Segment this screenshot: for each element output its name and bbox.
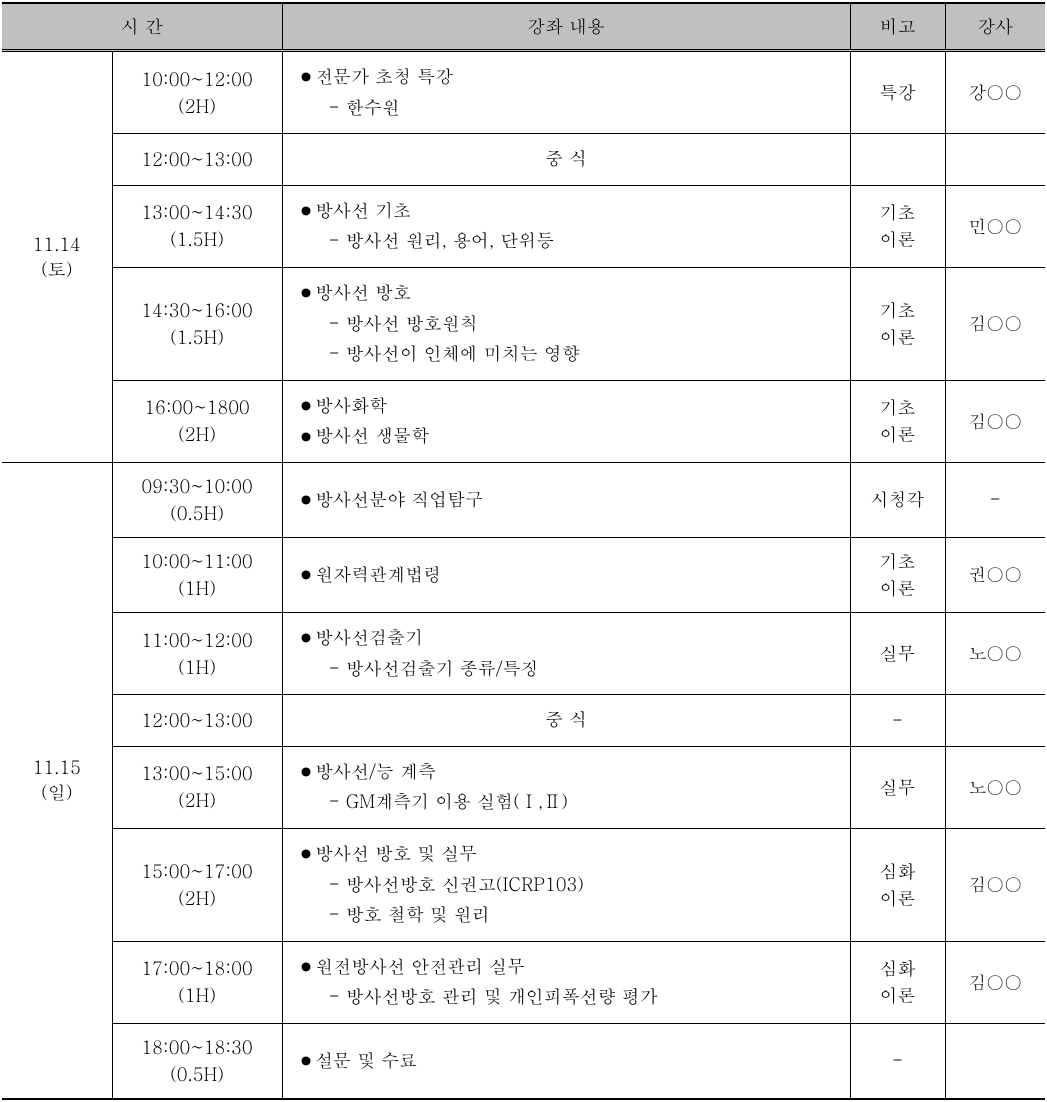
- time-cell: 10:00~11:00(1H): [112, 537, 282, 612]
- content-cell: 원전방사선 안전관리 실무방사선방호 관리 및 개인피폭선량 평가: [282, 941, 850, 1023]
- time-cell: 16:00~1800(2H): [112, 380, 282, 462]
- instructor-cell: 김○○: [945, 380, 1045, 462]
- note-cell: 실무: [850, 746, 945, 828]
- note-cell: 심화이론: [850, 941, 945, 1023]
- note-cell: 실무: [850, 612, 945, 694]
- table-row: 11:00~12:00(1H)방사선검출기방사선검출기 종류/특징실무노○○: [2, 612, 1045, 694]
- content-cell: 설문 및 수료: [282, 1023, 850, 1099]
- instructor-cell: 민○○: [945, 185, 1045, 267]
- header-row: 시 간 강좌 내용 비고 강사: [2, 3, 1045, 51]
- content-cell: 방사선검출기방사선검출기 종류/특징: [282, 612, 850, 694]
- instructor-cell: 김○○: [945, 828, 1045, 941]
- time-cell: 18:00~18:30(0.5H): [112, 1023, 282, 1099]
- instructor-cell: [945, 695, 1045, 747]
- instructor-cell: -: [945, 462, 1045, 537]
- note-cell: -: [850, 695, 945, 747]
- note-cell: [850, 134, 945, 186]
- date-cell: 11.15(일): [2, 462, 112, 1098]
- time-cell: 15:00~17:00(2H): [112, 828, 282, 941]
- table-row: 11.15(일)09:30~10:00(0.5H)방사선분야 직업탐구시청각-: [2, 462, 1045, 537]
- header-content: 강좌 내용: [282, 3, 850, 51]
- table-row: 15:00~17:00(2H)방사선 방호 및 실무방사선방호 신권고(ICRP…: [2, 828, 1045, 941]
- time-cell: 12:00~13:00: [112, 134, 282, 186]
- instructor-cell: [945, 134, 1045, 186]
- table-row: 13:00~15:00(2H)방사선/능 계측GM계측기 이용 실험(Ⅰ,Ⅱ)실…: [2, 746, 1045, 828]
- header-note: 비고: [850, 3, 945, 51]
- time-cell: 13:00~15:00(2H): [112, 746, 282, 828]
- time-cell: 14:30~16:00(1.5H): [112, 267, 282, 380]
- instructor-cell: [945, 1023, 1045, 1099]
- instructor-cell: 김○○: [945, 941, 1045, 1023]
- content-cell: 방사선/능 계측GM계측기 이용 실험(Ⅰ,Ⅱ): [282, 746, 850, 828]
- table-row: 12:00~13:00중 식-: [2, 695, 1045, 747]
- time-cell: 17:00~18:00(1H): [112, 941, 282, 1023]
- table-row: 13:00~14:30(1.5H)방사선 기초방사선 원리, 용어, 단위등기초…: [2, 185, 1045, 267]
- note-cell: 특강: [850, 51, 945, 134]
- instructor-cell: 김○○: [945, 267, 1045, 380]
- note-cell: -: [850, 1023, 945, 1099]
- time-cell: 09:30~10:00(0.5H): [112, 462, 282, 537]
- instructor-cell: 권○○: [945, 537, 1045, 612]
- table-row: 16:00~1800(2H)방사화학방사선 생물학기초이론김○○: [2, 380, 1045, 462]
- time-cell: 10:00~12:00(2H): [112, 51, 282, 134]
- instructor-cell: 강○○: [945, 51, 1045, 134]
- content-cell: 방사선분야 직업탐구: [282, 462, 850, 537]
- time-cell: 11:00~12:00(1H): [112, 612, 282, 694]
- instructor-cell: 노○○: [945, 612, 1045, 694]
- content-cell: 중 식: [282, 134, 850, 186]
- instructor-cell: 노○○: [945, 746, 1045, 828]
- note-cell: 기초이론: [850, 267, 945, 380]
- note-cell: 시청각: [850, 462, 945, 537]
- content-cell: 방사선 방호방사선 방호원칙방사선이 인체에 미치는 영향: [282, 267, 850, 380]
- content-cell: 전문가 초청 특강한수원: [282, 51, 850, 134]
- schedule-table: 시 간 강좌 내용 비고 강사 11.14(토)10:00~12:00(2H)전…: [2, 2, 1045, 1100]
- header-instructor: 강사: [945, 3, 1045, 51]
- table-row: 14:30~16:00(1.5H)방사선 방호방사선 방호원칙방사선이 인체에 …: [2, 267, 1045, 380]
- content-cell: 원자력관계법령: [282, 537, 850, 612]
- table-row: 18:00~18:30(0.5H)설문 및 수료-: [2, 1023, 1045, 1099]
- header-time: 시 간: [2, 3, 282, 51]
- table-row: 17:00~18:00(1H)원전방사선 안전관리 실무방사선방호 관리 및 개…: [2, 941, 1045, 1023]
- note-cell: 심화이론: [850, 828, 945, 941]
- time-cell: 12:00~13:00: [112, 695, 282, 747]
- note-cell: 기초이론: [850, 185, 945, 267]
- note-cell: 기초이론: [850, 537, 945, 612]
- table-row: 10:00~11:00(1H)원자력관계법령기초이론권○○: [2, 537, 1045, 612]
- table-row: 11.14(토)10:00~12:00(2H)전문가 초청 특강한수원특강강○○: [2, 51, 1045, 134]
- content-cell: 방사선 기초방사선 원리, 용어, 단위등: [282, 185, 850, 267]
- time-cell: 13:00~14:30(1.5H): [112, 185, 282, 267]
- note-cell: 기초이론: [850, 380, 945, 462]
- content-cell: 방사선 방호 및 실무방사선방호 신권고(ICRP103)방호 철학 및 원리: [282, 828, 850, 941]
- content-cell: 방사화학방사선 생물학: [282, 380, 850, 462]
- date-cell: 11.14(토): [2, 51, 112, 463]
- content-cell: 중 식: [282, 695, 850, 747]
- table-row: 12:00~13:00중 식: [2, 134, 1045, 186]
